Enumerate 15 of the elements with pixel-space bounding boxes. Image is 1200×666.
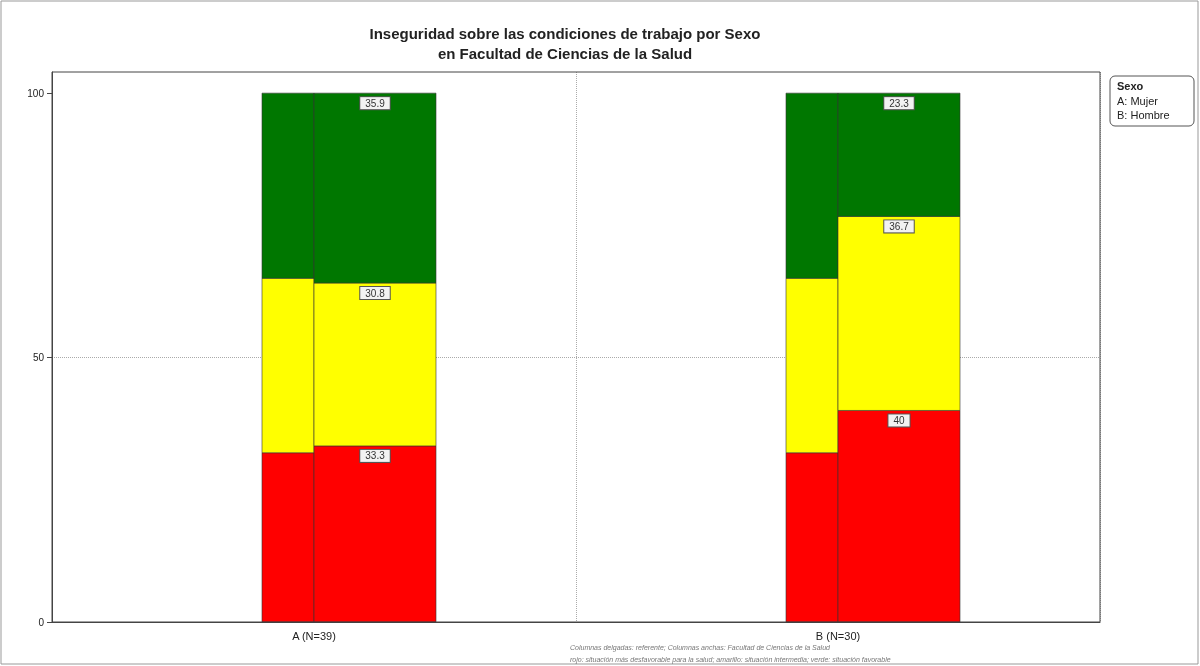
data-label: 35.9 (365, 97, 386, 109)
y-tick-label: 100 (27, 87, 45, 99)
chart-title: Inseguridad sobre las condiciones de trabajo por Sexo en Facultad de Ciencias de la Salud (369, 24, 761, 62)
x-tick-label: A (N=39) (292, 629, 336, 642)
data-label: 33.3 (365, 450, 386, 462)
data-label: 23.3 (889, 97, 910, 109)
text: A: Mujer (1117, 94, 1159, 107)
y-tick-label: 0 (38, 616, 45, 628)
y-tick-label: 50 (32, 352, 45, 364)
data-label: 30.8 (365, 287, 386, 299)
text: B: Hombre (1117, 108, 1170, 121)
x-tick-label: B (N=30) (815, 629, 861, 642)
data-label: 40 (893, 414, 905, 426)
data-label: 36.7 (889, 220, 910, 232)
legend-title: Sexo (1117, 79, 1144, 92)
